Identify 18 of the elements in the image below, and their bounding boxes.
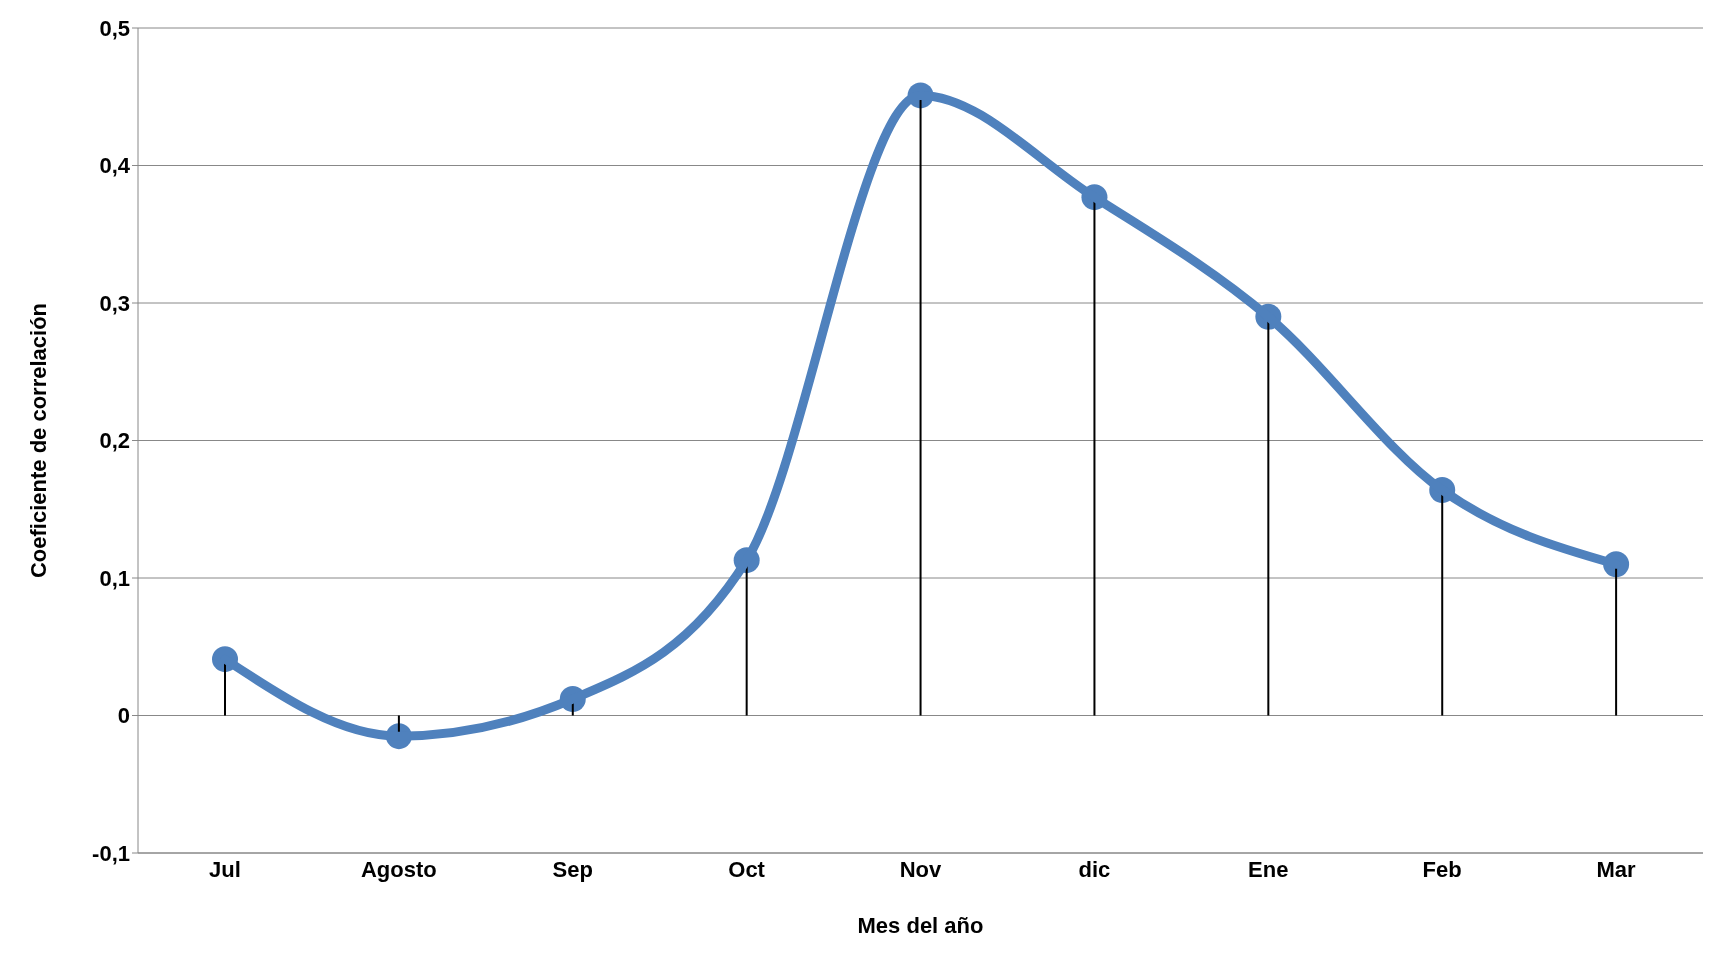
y-tick-label: -0,1 (92, 840, 130, 866)
x-tick-label: Oct (728, 856, 766, 882)
y-tick-label: 0,4 (99, 153, 131, 179)
y-tick-label: 0,2 (99, 428, 130, 454)
x-tick-label: Agosto (360, 856, 437, 882)
x-tick-label: dic (1078, 856, 1111, 882)
x-tick-label: Feb (1422, 856, 1462, 882)
x-tick-label: Ene (1248, 856, 1289, 882)
y-axis-title: Coeficiente de correlación (25, 302, 51, 579)
x-axis-title: Mes del año (857, 913, 984, 938)
y-tick-label: 0,3 (99, 290, 130, 316)
x-tick-label: Sep (552, 856, 593, 882)
x-tick-label: Jul (209, 856, 241, 882)
x-tick-label: Nov (899, 856, 943, 882)
y-tick-label: 0 (117, 703, 130, 729)
y-tick-label: 0,5 (99, 15, 130, 41)
y-tick-label: 0,1 (99, 565, 130, 591)
x-tick-label: Mar (1596, 856, 1637, 882)
